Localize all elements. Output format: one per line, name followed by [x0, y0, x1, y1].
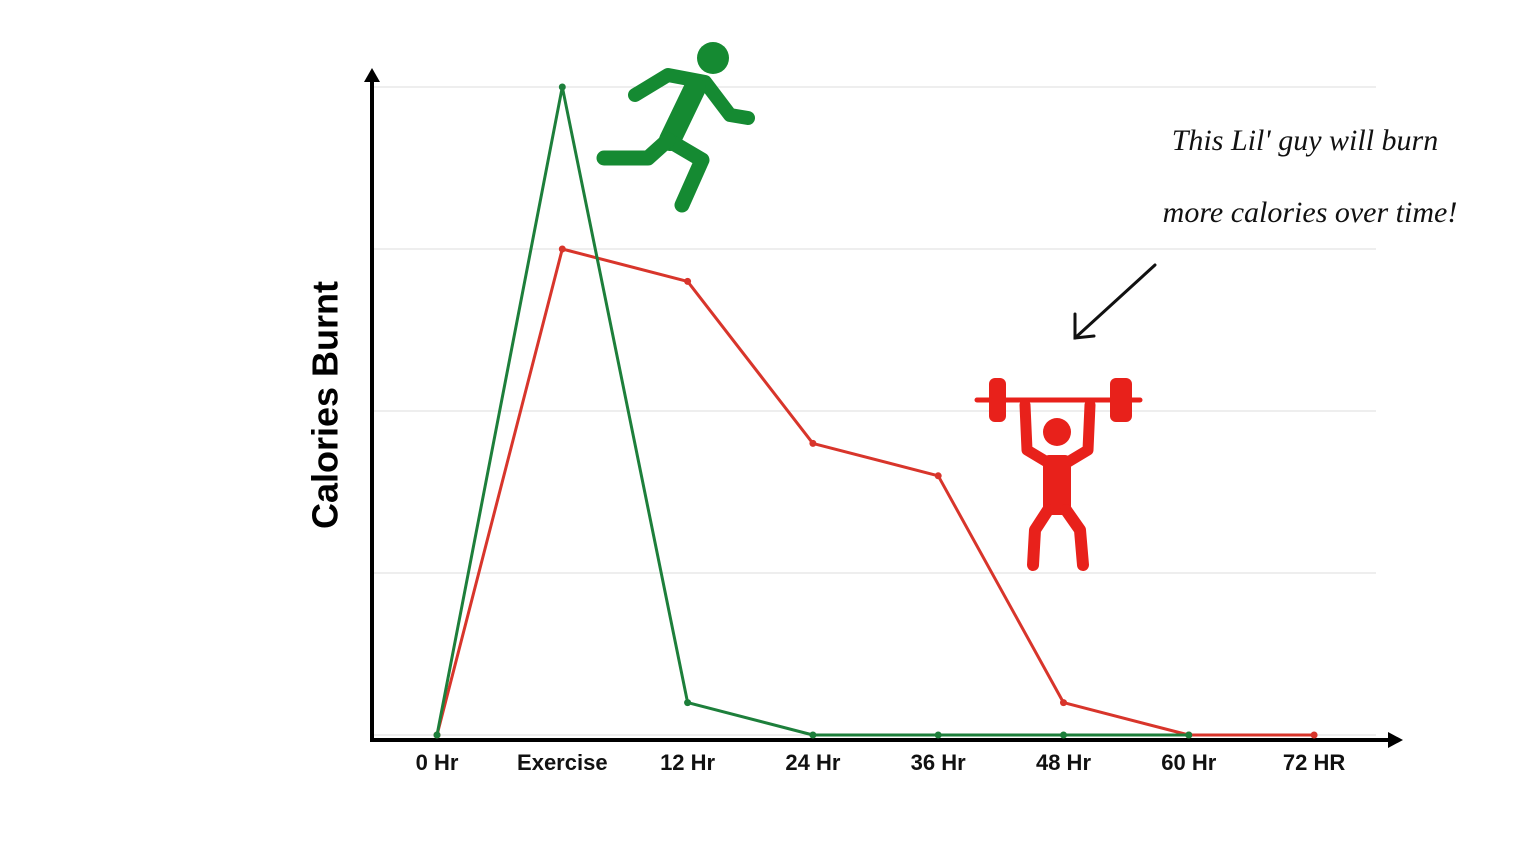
data-point — [558, 245, 566, 253]
plot — [433, 83, 1318, 739]
data-point — [934, 472, 942, 480]
x-tick-label: 0 Hr — [416, 750, 459, 775]
data-point — [1060, 731, 1067, 739]
x-tick-label: Exercise — [517, 750, 608, 775]
annotation: more calories over time! — [1163, 196, 1458, 229]
y-axis-arrow — [364, 68, 380, 82]
y-axis-label: Calories Burnt — [305, 281, 346, 529]
annotation-arrow — [1073, 263, 1157, 340]
data-point — [934, 731, 942, 739]
grid — [372, 86, 1376, 736]
data-point — [684, 277, 692, 285]
x-tick-label: 60 Hr — [1161, 750, 1216, 775]
data-point — [684, 699, 692, 707]
data-point — [558, 83, 566, 91]
x-tick-label: 72 HR — [1283, 750, 1345, 775]
data-point — [1060, 699, 1067, 707]
series-line — [435, 247, 1315, 737]
data-point — [1185, 731, 1193, 739]
x-tick-label: 48 Hr — [1036, 750, 1091, 775]
x-tick-label: 24 Hr — [785, 750, 840, 775]
weightlifter-icon — [974, 378, 1143, 571]
data-point — [1310, 731, 1318, 739]
x-tick-label: 36 Hr — [911, 750, 966, 775]
annotation: This Lil' guy will burn — [1172, 124, 1438, 157]
data-point — [809, 439, 817, 447]
data-point — [809, 731, 817, 739]
x-axis-arrow — [1388, 732, 1403, 748]
data-point — [433, 731, 441, 739]
x-tick-label: 12 Hr — [660, 750, 715, 775]
runner-icon — [596, 42, 755, 213]
